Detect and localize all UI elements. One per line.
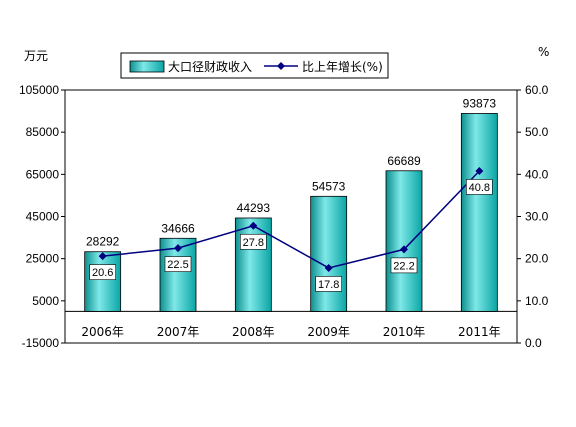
bars — [84, 113, 498, 312]
bar-value-label: 34666 — [161, 221, 195, 235]
bar — [234, 217, 272, 312]
growth-marker — [98, 252, 107, 261]
legend-bar-label: 大口径财政收入 — [168, 60, 252, 74]
legend: 大口径财政收入 比上年增长(%) — [120, 52, 389, 79]
left-axis-unit: 万元 — [24, 49, 48, 63]
growth-value-label: 27.8 — [243, 237, 264, 249]
plot-area — [64, 89, 518, 344]
category-label: 2008年 — [232, 325, 275, 339]
growth-label-box — [89, 264, 116, 280]
right-tick-label: 40.0 — [525, 167, 549, 181]
category-labels: 2006年 2007年 2008年 2009年 2010年 2011年 — [81, 325, 500, 339]
growth-marker — [249, 221, 258, 230]
growth-label-box — [164, 256, 192, 272]
category-label: 2009年 — [307, 325, 350, 339]
category-label: 2006年 — [81, 325, 124, 339]
left-tick-label: 105000 — [19, 83, 59, 97]
growth-line — [98, 166, 484, 272]
left-tick-label: 65000 — [26, 167, 60, 181]
growth-label-box — [390, 257, 418, 274]
growth-value-label: 40.8 — [469, 182, 490, 194]
growth-marker — [400, 245, 408, 254]
left-tick-label: -15000 — [22, 336, 60, 350]
left-axis-ticks: 105000 85000 65000 45000 25000 5000 -15000 — [19, 83, 65, 350]
bar-value-label: 28292 — [86, 235, 120, 249]
growth-marker — [324, 263, 333, 272]
category-label: 2011年 — [458, 325, 501, 339]
left-tick-label: 25000 — [26, 252, 60, 266]
growth-value-label: 22.5 — [167, 259, 188, 271]
left-tick-label: 45000 — [26, 210, 60, 224]
right-axis-ticks: 60.0 50.0 40.0 30.0 20.0 10.0 0.0 — [517, 83, 549, 350]
legend-line-label: 比上年增长(%) — [302, 60, 383, 74]
category-label: 2007年 — [157, 325, 200, 339]
growth-marker — [174, 244, 182, 253]
legend-box — [120, 52, 389, 79]
left-tick-label: 5000 — [32, 294, 59, 308]
bar — [460, 113, 498, 312]
right-tick-label: 60.0 — [525, 83, 549, 97]
growth-value-label: 20.6 — [92, 267, 113, 279]
category-label: 2010年 — [383, 325, 426, 339]
right-tick-label: 50.0 — [525, 125, 549, 139]
bar-value-label: 66689 — [387, 154, 421, 168]
growth-marker — [475, 166, 484, 175]
bar — [310, 195, 348, 312]
left-tick-label: 85000 — [26, 125, 60, 139]
growth-label-box — [240, 233, 267, 250]
legend-line-marker — [277, 62, 285, 70]
right-tick-label: 20.0 — [525, 252, 549, 266]
growth-value-labels: 20.6 22.5 27.8 17.8 22.2 40.8 — [89, 179, 493, 292]
right-axis-unit: % — [538, 45, 549, 59]
bar — [84, 251, 122, 312]
right-tick-label: 30.0 — [525, 210, 549, 224]
right-tick-label: 10.0 — [525, 294, 549, 308]
legend-bar-swatch — [129, 60, 165, 73]
growth-value-label: 22.2 — [393, 260, 414, 272]
growth-label-box — [466, 179, 493, 195]
bar — [385, 170, 423, 312]
bar-value-label: 93873 — [463, 96, 497, 110]
bar-value-label: 54573 — [312, 179, 346, 193]
bar-value-labels: 28292 34666 44293 54573 66689 93873 — [86, 96, 496, 248]
right-tick-label: 0.0 — [525, 336, 542, 350]
growth-value-label: 17.8 — [318, 279, 339, 291]
growth-polyline — [102, 170, 480, 269]
bar-value-label: 44293 — [237, 201, 271, 215]
growth-label-box — [315, 276, 342, 292]
